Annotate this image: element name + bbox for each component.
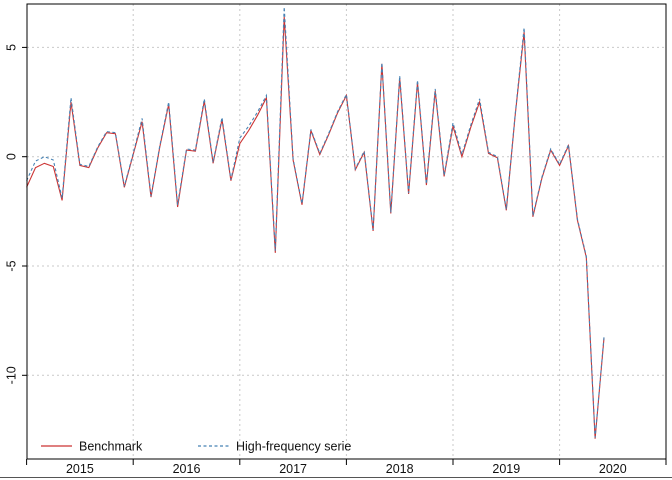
gridlines [27,4,666,459]
legend-label-high-frequency: High-frequency serie [236,440,351,454]
x-tick-label: 2015 [66,462,94,476]
tick-labels: 5 0 -5 -10 2015 2016 2017 2018 2019 2020 [4,44,626,476]
axes-frame [0,3,672,478]
x-tick-label: 2019 [492,462,520,476]
series-line-high-frequency-serie [26,6,605,438]
x-tick-label: 2016 [173,462,201,476]
y-tick-label: 5 [4,44,18,51]
y-tick-label: 0 [4,153,18,160]
y-tick-label: -5 [4,260,18,271]
data-series [26,6,605,439]
x-tick-label: 2020 [599,462,627,476]
x-tick-label: 2017 [279,462,307,476]
x-tick-label: 2018 [386,462,414,476]
legend: Benchmark High-frequency serie [41,440,351,454]
legend-label-benchmark: Benchmark [79,440,143,454]
y-tick-label: -10 [4,366,18,384]
